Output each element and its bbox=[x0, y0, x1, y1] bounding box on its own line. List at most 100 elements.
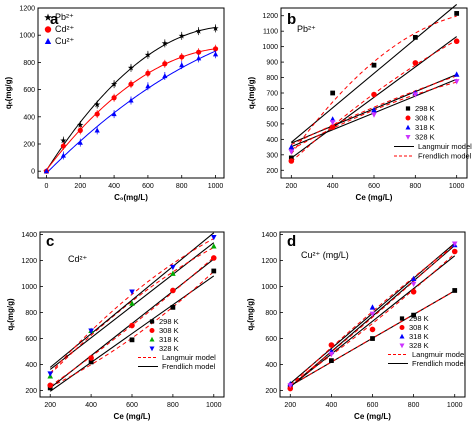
x-tick-label: 1000 bbox=[449, 183, 465, 190]
legend-label: 318 K bbox=[159, 335, 179, 344]
legend-label: 328 K bbox=[159, 344, 179, 353]
legend-label: 298 K bbox=[159, 317, 179, 326]
x-tick-label: 600 bbox=[142, 183, 154, 190]
y-tick-label: 800 bbox=[25, 310, 37, 317]
y-tick-label: 800 bbox=[23, 60, 35, 67]
point-b-298k bbox=[330, 90, 336, 96]
point-c-298k bbox=[170, 304, 176, 310]
point-c-308k bbox=[129, 322, 135, 329]
model-line-dashed bbox=[290, 15, 457, 155]
y-tick-label: 800 bbox=[265, 310, 277, 317]
panel-letter: a bbox=[50, 11, 59, 28]
point-c-308k bbox=[170, 287, 176, 294]
ion-label: Cu²⁺ (mg/L) bbox=[301, 250, 349, 260]
legend-label: Frendlich model bbox=[412, 359, 466, 368]
point-b-298k bbox=[412, 34, 418, 40]
point-b-328k bbox=[288, 149, 295, 155]
x-axis-label: C₀(mg/L) bbox=[114, 193, 148, 202]
y-tick-label: 500 bbox=[266, 121, 278, 128]
point-d-308k bbox=[410, 288, 417, 295]
y-tick-label: 700 bbox=[266, 91, 278, 98]
legend-label: 308 K bbox=[415, 114, 435, 123]
point-d-308k bbox=[287, 385, 294, 392]
point-c-298k bbox=[88, 359, 94, 365]
point-b-328k bbox=[412, 92, 419, 98]
legend-label: 298 K bbox=[415, 104, 435, 113]
y-tick-label: 900 bbox=[266, 60, 278, 67]
y-tick-label: 1400 bbox=[21, 232, 37, 239]
legend-label: Langmuir model bbox=[412, 350, 466, 359]
y-tick-label: 200 bbox=[265, 388, 277, 395]
y-tick-label: 1100 bbox=[263, 29, 278, 36]
legend-marker bbox=[149, 328, 155, 333]
x-tick-label: 400 bbox=[108, 183, 120, 190]
point-b-318k bbox=[371, 106, 377, 113]
y-tick-label: 600 bbox=[265, 336, 277, 343]
model-line-dashed bbox=[50, 271, 215, 388]
point-b-308k bbox=[288, 158, 295, 164]
y-tick-label: 1000 bbox=[261, 284, 277, 291]
y-tick-label: 200 bbox=[25, 388, 37, 395]
y-tick-label: 300 bbox=[266, 152, 278, 159]
x-tick-label: 400 bbox=[326, 402, 338, 409]
x-tick-label: 1000 bbox=[206, 402, 222, 409]
y-tick-label: 400 bbox=[265, 362, 277, 369]
point-b-308k bbox=[329, 124, 336, 130]
legend-label: 298 K bbox=[409, 314, 429, 323]
point-b-328k bbox=[371, 112, 377, 118]
point-b-318k bbox=[453, 71, 460, 77]
plot-frame bbox=[37, 7, 225, 179]
legend-label: Langmuir model bbox=[162, 353, 216, 362]
y-tick-label: 800 bbox=[266, 75, 278, 82]
y-tick-label: 1200 bbox=[21, 258, 37, 265]
point-c-308k bbox=[47, 382, 54, 389]
x-tick-label: 400 bbox=[327, 183, 339, 190]
point-d-298k bbox=[411, 312, 416, 318]
x-axis-label: Ce (mg/L) bbox=[356, 193, 393, 202]
x-tick-label: 200 bbox=[44, 402, 56, 409]
x-tick-label: 800 bbox=[176, 183, 188, 190]
x-tick-label: 1000 bbox=[208, 183, 224, 190]
panel-letter: d bbox=[287, 233, 296, 250]
legend-marker bbox=[405, 106, 411, 111]
point-c-318k bbox=[170, 270, 176, 276]
legend-label: Cd²⁺ bbox=[55, 24, 75, 34]
y-tick-label: 600 bbox=[25, 336, 37, 343]
panel-letter: c bbox=[46, 233, 54, 250]
model-line-dashed bbox=[290, 290, 455, 387]
x-axis-label: Ce (mg/L) bbox=[354, 412, 391, 421]
x-tick-label: 600 bbox=[126, 402, 138, 409]
y-tick-label: 400 bbox=[25, 362, 37, 369]
point-c-328k bbox=[210, 234, 217, 241]
point-c-318k bbox=[210, 243, 217, 249]
point-c-328k bbox=[170, 264, 176, 271]
model-line-dashed bbox=[289, 244, 456, 386]
model-line-solid bbox=[49, 232, 215, 368]
panel-d: 200 400 600 800 1000 200 400 600 800 1000 1200 1400… bbox=[246, 231, 466, 421]
x-tick-label: 800 bbox=[408, 402, 420, 409]
legend-marker bbox=[44, 37, 52, 45]
panel-b: 200 400 600 800 1000 200 300 400 500 600 700 800 900… bbox=[247, 4, 472, 202]
y-axis-label: qₑ(mg/g) bbox=[4, 77, 13, 110]
point-d-328k bbox=[369, 311, 376, 317]
point-d-298k bbox=[452, 288, 458, 293]
y-tick-label: 600 bbox=[266, 106, 278, 113]
point-b-328k bbox=[453, 79, 460, 85]
legend-marker bbox=[44, 13, 52, 21]
y-tick-label: 0 bbox=[31, 169, 35, 176]
panel-a: 0 200 400 600 800 1000 0 200 400 600 800 1000 1200 C₀… bbox=[4, 6, 225, 202]
legend-label: 308 K bbox=[409, 323, 429, 332]
legend-marker bbox=[44, 26, 52, 33]
point-c-298k bbox=[211, 268, 217, 274]
point-b-308k bbox=[371, 91, 377, 98]
y-axis-label: qₑ(mg/g) bbox=[246, 298, 255, 331]
x-axis-label: Ce (mg/L) bbox=[114, 412, 151, 421]
point-b-328k bbox=[329, 120, 336, 126]
point-b-308k bbox=[412, 60, 419, 66]
legend-marker bbox=[399, 333, 405, 339]
model-line-dashed bbox=[291, 75, 457, 146]
point-b-308k bbox=[453, 38, 460, 45]
